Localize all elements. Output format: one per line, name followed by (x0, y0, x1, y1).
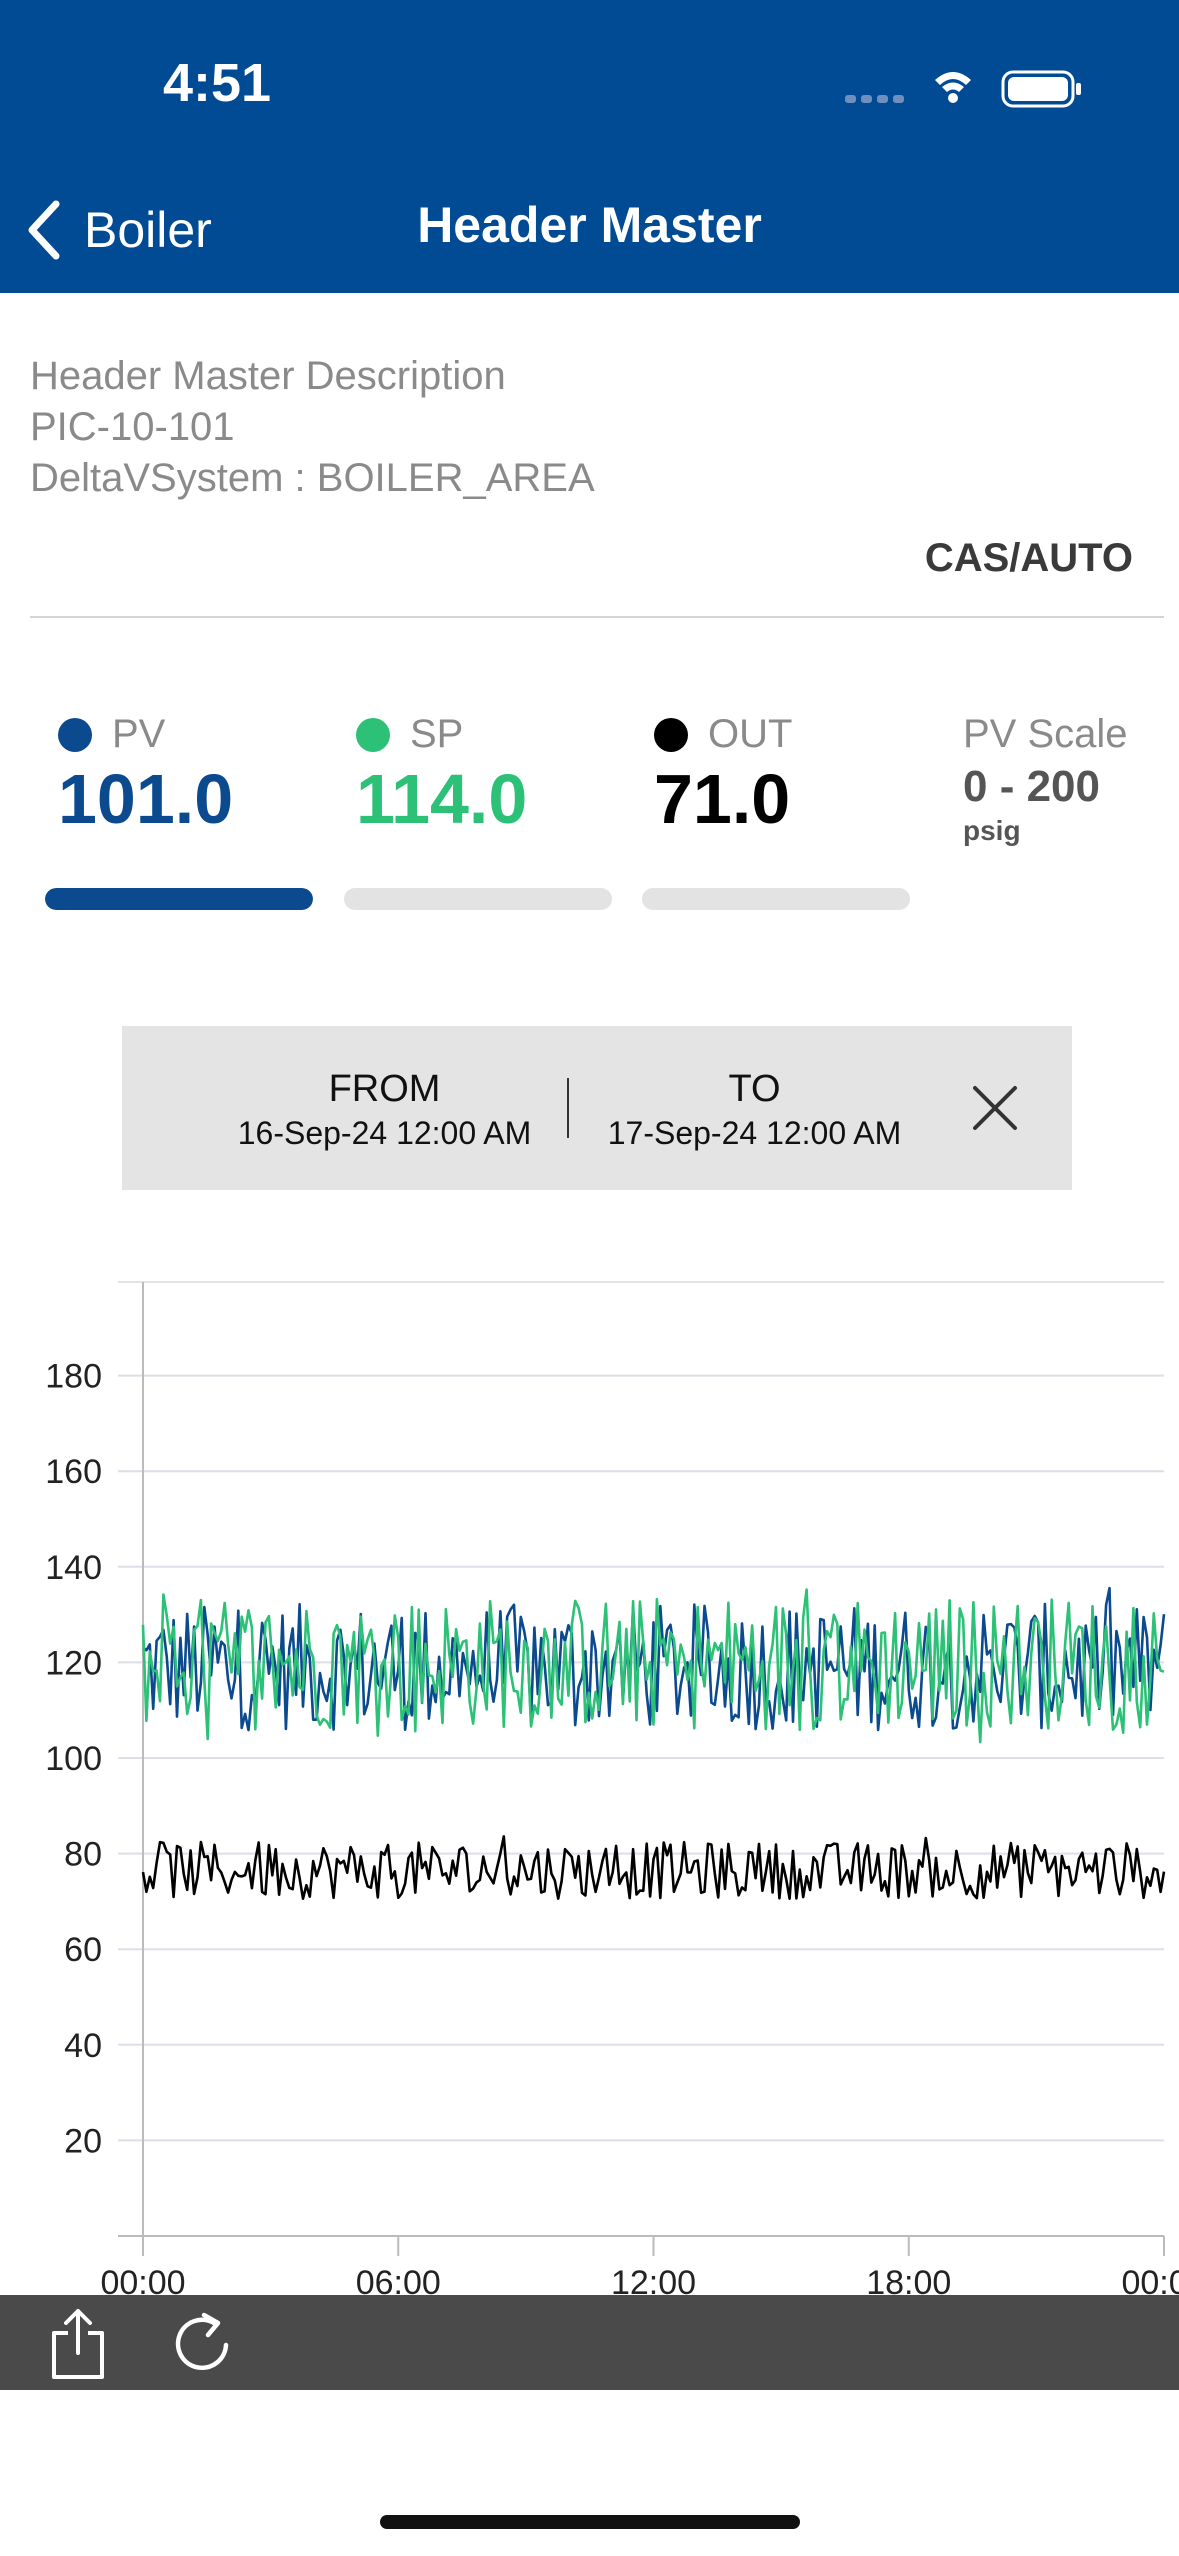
x-tick-label: 06:00 (356, 2264, 441, 2295)
pv-block: PV 101.0 (58, 712, 233, 839)
out-block: OUT 71.0 (654, 712, 792, 839)
series-out-line (141, 1835, 1166, 1900)
pv-scale-range: 0 - 200 (963, 762, 1100, 811)
divider (30, 616, 1164, 618)
bottom-toolbar (0, 2295, 1179, 2390)
from-date[interactable]: FROM 16-Sep-24 12:00 AM (212, 1068, 557, 1152)
y-tick-label: 160 (45, 1453, 102, 1491)
sp-bar (344, 888, 612, 910)
from-value: 16-Sep-24 12:00 AM (237, 1115, 532, 1151)
back-button[interactable]: Boiler (24, 195, 212, 265)
y-tick-label: 100 (45, 1740, 102, 1778)
y-tick-label: 180 (45, 1358, 102, 1396)
y-tick-label: 140 (45, 1549, 102, 1587)
trend-chart: 20 40 60 80 100 120 140 160 180 00:00 06:00 12:00 1… (45, 1281, 1179, 2295)
cellular-signal-icon (845, 95, 904, 103)
sp-block: SP 114.0 (356, 712, 527, 839)
to-date[interactable]: TO 17-Sep-24 12:00 AM (582, 1068, 927, 1152)
page-title: Header Master (417, 197, 762, 253)
sp-label: SP (410, 712, 464, 756)
chevron-left-icon (28, 200, 60, 260)
series-pv-line (142, 1586, 1166, 1732)
date-range-filter[interactable]: FROM 16-Sep-24 12:00 AM TO 17-Sep-24 12:… (122, 1026, 1072, 1190)
range-separator (567, 1078, 569, 1138)
out-label: OUT (708, 712, 793, 756)
sp-dot-icon (356, 717, 390, 752)
y-tick-label: 60 (64, 1931, 102, 1969)
module-tag: PIC-10-101 (30, 405, 235, 449)
y-tick-label: 80 (64, 1836, 102, 1874)
system-area: DeltaVSystem : BOILER_AREA (30, 456, 595, 500)
x-tick-label: 00:00 (100, 2264, 185, 2295)
out-dot-icon (654, 717, 688, 752)
x-tick-label: 12:00 (611, 2264, 696, 2295)
series-sp-line (141, 1588, 1165, 1744)
module-description: Header Master Description (30, 354, 506, 398)
pv-dot-icon (58, 717, 92, 752)
wifi-icon (935, 72, 971, 103)
to-label: TO (728, 1068, 781, 1110)
mode-badge: CAS/AUTO (924, 536, 1133, 580)
pv-bar-fill (45, 888, 313, 910)
pv-scale-unit: psig (963, 815, 1021, 846)
sp-value: 114.0 (356, 760, 528, 838)
pv-bar (45, 888, 313, 910)
out-value: 71.0 (654, 760, 791, 838)
y-tick-label: 40 (64, 2027, 102, 2065)
y-tick-label: 20 (64, 2122, 102, 2160)
pv-label: PV (112, 712, 166, 756)
from-label: FROM (328, 1068, 441, 1110)
status-icons (845, 70, 1081, 108)
y-tick-label: 120 (45, 1644, 102, 1682)
pv-value: 101.0 (58, 760, 234, 838)
close-icon[interactable] (965, 1078, 1025, 1138)
app-header (0, 0, 1179, 293)
out-bar (642, 888, 910, 910)
battery-icon (1001, 70, 1081, 108)
refresh-icon[interactable] (168, 2309, 238, 2379)
to-value: 17-Sep-24 12:00 AM (607, 1115, 902, 1151)
x-tick-label: 00:00 (1121, 2264, 1179, 2295)
status-time: 4:51 (163, 53, 272, 113)
home-indicator (380, 2515, 800, 2529)
pv-scale-label: PV Scale (963, 712, 1128, 756)
back-label: Boiler (84, 202, 212, 258)
share-icon[interactable] (46, 2307, 110, 2381)
x-tick-label: 18:00 (866, 2264, 951, 2295)
